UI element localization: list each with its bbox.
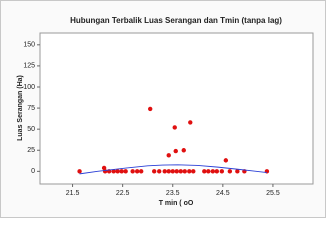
x-tick-label: 23.5 [166, 190, 180, 197]
point [235, 169, 240, 174]
x-tick-label: 21.5 [66, 190, 80, 197]
fit-line [79, 164, 267, 175]
point [111, 169, 116, 174]
chart-title: Hubungan Terbalik Luas Serangan dan Tmin… [70, 16, 282, 25]
point [173, 148, 178, 154]
point [138, 169, 144, 174]
page: Hubungan Terbalik Luas Serangan dan Tmin… [0, 0, 326, 218]
point [123, 169, 128, 174]
plot-area [39, 32, 314, 185]
y-tick-label: 150 [23, 42, 35, 49]
point [223, 158, 229, 163]
y-axis-label: Luas Serangan (Ha) [17, 75, 24, 141]
point [119, 169, 124, 174]
chart: Hubungan Terbalik Luas Serangan dan Tmin… [0, 0, 326, 218]
point [102, 169, 108, 174]
point [227, 169, 233, 174]
y-tick-label: 50 [27, 126, 35, 133]
point [162, 169, 167, 174]
point [134, 169, 140, 174]
y-tick-label: 0 [31, 168, 35, 175]
point [178, 169, 183, 174]
point [206, 169, 211, 174]
point [182, 169, 187, 174]
point [174, 169, 179, 174]
point [172, 125, 177, 130]
point [181, 148, 186, 153]
point [170, 169, 175, 174]
point [130, 169, 135, 174]
point [214, 169, 220, 174]
point [202, 169, 207, 174]
y-tick-label: 100 [23, 84, 35, 91]
point [264, 169, 270, 174]
point [219, 169, 225, 174]
x-tick-label: 24.5 [216, 190, 230, 197]
point [210, 169, 216, 174]
point [152, 169, 157, 174]
point [166, 153, 171, 158]
y-tick-label: 25 [27, 147, 35, 154]
point [77, 169, 82, 174]
x-tick-label: 25.5 [266, 190, 280, 197]
x-tick-label: 22.5 [116, 190, 130, 197]
y-tick-label: 125 [23, 63, 35, 70]
point [148, 106, 153, 112]
point [157, 169, 162, 174]
point [187, 169, 192, 174]
point [101, 165, 107, 171]
y-tick-label: 75 [27, 105, 35, 112]
point [166, 169, 171, 174]
point [115, 169, 120, 174]
x-axis-label: T min ( oO [159, 200, 194, 207]
point [188, 120, 193, 125]
point [191, 169, 196, 174]
